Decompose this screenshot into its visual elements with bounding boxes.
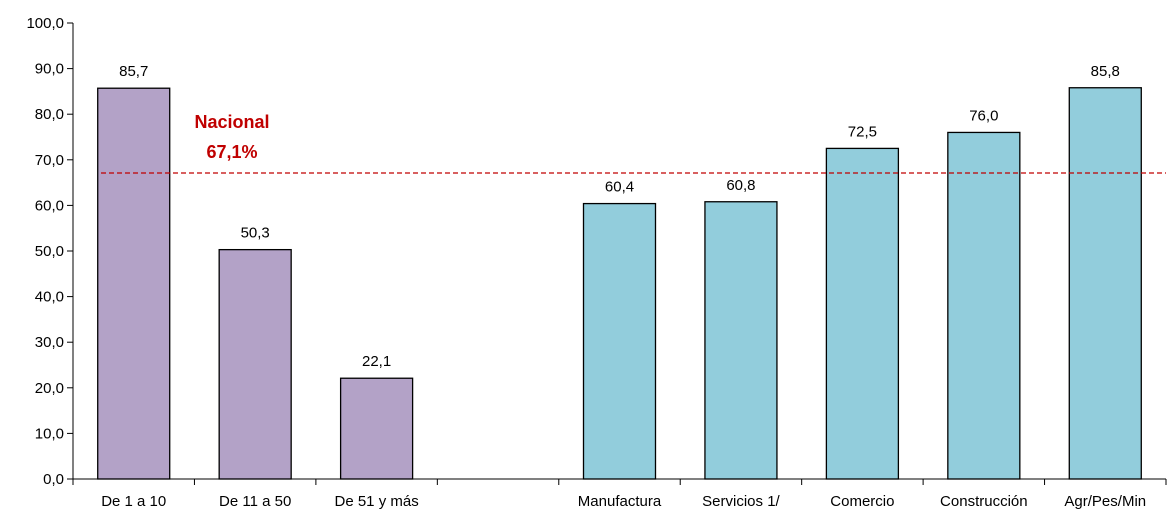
y-tick-label: 90,0 [35, 61, 64, 78]
reference-line-group: Nacional 67,1% [101, 112, 1166, 174]
y-tick-label: 40,0 [35, 289, 64, 306]
bar [97, 87, 171, 480]
x-category-label: Construcción [940, 493, 1028, 510]
reference-label-title: Nacional [194, 112, 269, 132]
x-axis: De 1 a 10 De 11 a 50 De 51 y más Manufactur… [72, 478, 1167, 510]
y-tick-label: 70,0 [35, 152, 64, 169]
data-labels: 85,7 50,3 22,1 60,4 60,8 72,5 76,0 85,8 [119, 63, 1120, 370]
bar [825, 147, 900, 480]
x-category-label: De 1 a 10 [101, 493, 166, 510]
x-category-label: De 11 a 50 [219, 493, 291, 510]
y-tick-label: 10,0 [35, 425, 64, 442]
bar-value-label: 85,8 [1091, 63, 1120, 80]
y-tick-label: 30,0 [35, 334, 64, 351]
bars [97, 87, 1142, 480]
bar [582, 202, 657, 480]
y-axis: 0,0 10,0 20,0 30,0 40,0 50,0 60,0 70,0 80,0 90,0 1… [26, 15, 74, 488]
bar [947, 131, 1021, 480]
y-tick-label: 80,0 [35, 106, 64, 123]
x-category-label: Servicios 1/ [702, 493, 780, 510]
bar-value-label: 72,5 [848, 123, 877, 140]
x-category-label: Comercio [830, 493, 894, 510]
y-tick-label: 20,0 [35, 380, 64, 397]
bar [704, 201, 778, 480]
x-category-label: De 51 y más [335, 493, 419, 510]
y-tick-label: 60,0 [35, 197, 64, 214]
bar-value-label: 22,1 [362, 353, 391, 370]
bar [218, 248, 292, 480]
y-tick-label: 100,0 [26, 15, 64, 32]
bar-value-label: 60,4 [605, 179, 634, 196]
bar-value-label: 76,0 [969, 107, 998, 124]
bar-value-label: 60,8 [726, 177, 755, 194]
bar-value-label: 50,3 [241, 225, 270, 242]
y-tick-label: 50,0 [35, 243, 64, 260]
y-tick-label: 0,0 [43, 471, 64, 488]
bar [1068, 87, 1142, 480]
bar [339, 377, 414, 480]
reference-label-value: 67,1% [206, 142, 257, 162]
x-category-label: Agr/Pes/Min [1064, 493, 1146, 510]
x-category-label: Manufactura [578, 493, 662, 510]
bar-value-label: 85,7 [119, 63, 148, 80]
